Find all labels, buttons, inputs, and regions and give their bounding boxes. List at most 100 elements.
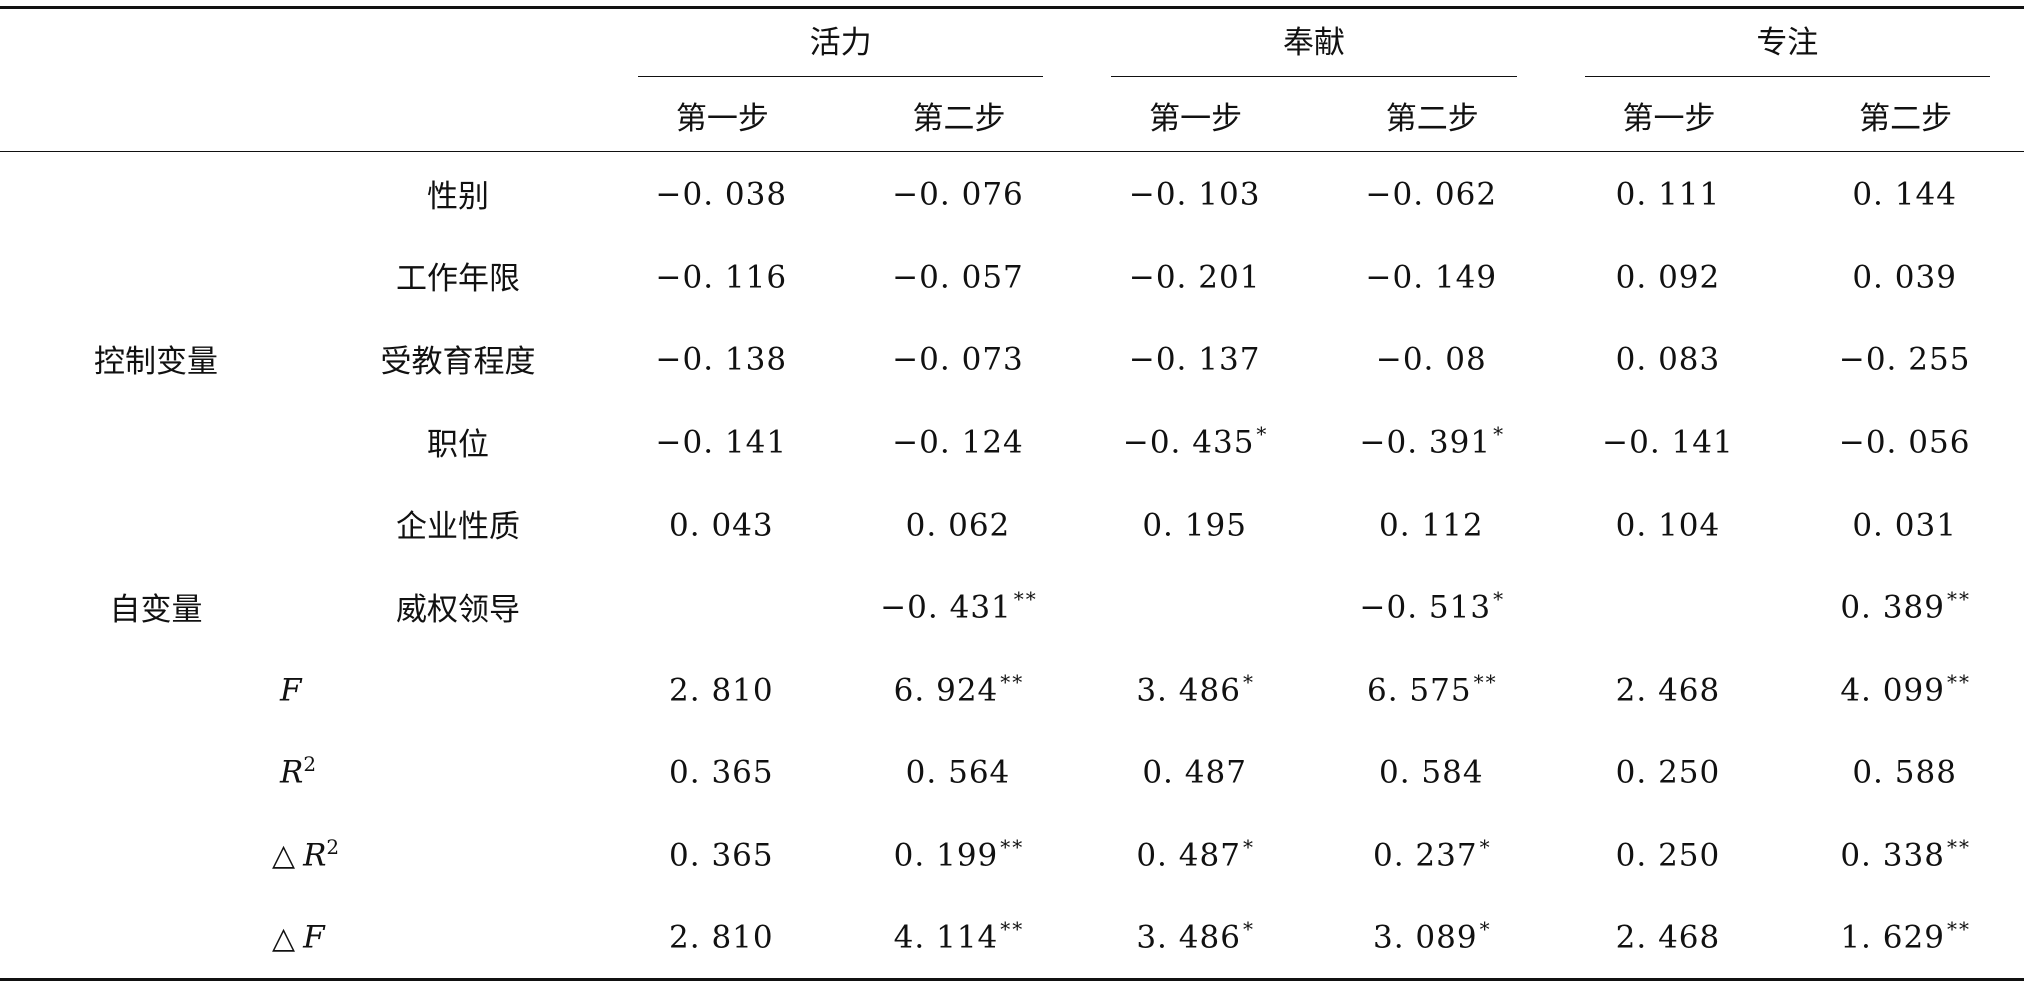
value-cell: 0. 031 xyxy=(1787,482,2024,565)
value-cell: −0. 391 * xyxy=(1314,400,1551,483)
coefficient-value: 6. 575 xyxy=(1366,672,1472,709)
significance-marker: ** xyxy=(1946,917,1971,942)
value-cell: 3. 486 * xyxy=(1077,895,1314,979)
table-row: 自变量 威权领导 −0. 431 ** −0. 513 * 0. 389 ** xyxy=(0,565,2024,648)
value-cell: 0. 111 xyxy=(1551,152,1788,235)
coefficient-value: −0. 076 xyxy=(892,176,1024,213)
value-cell: 6. 575 ** xyxy=(1314,648,1551,731)
coefficient-value: 3. 486 xyxy=(1136,919,1241,956)
significance-marker: * xyxy=(1256,421,1269,446)
value-cell: 0. 104 xyxy=(1551,482,1788,565)
table-row: 企业性质 0. 043 0. 062 0. 195 0. 112 0. 104 0. 031 xyxy=(0,482,2024,565)
statistic-symbol: R xyxy=(280,754,304,791)
coefficient-value: 0. 043 xyxy=(669,506,774,543)
delta-symbol: △ xyxy=(272,838,296,874)
coefficient-value: −0. 08 xyxy=(1375,341,1487,378)
value-cell: 1. 629 ** xyxy=(1787,895,2024,979)
coefficient-value: 0. 365 xyxy=(669,754,774,791)
significance-marker: * xyxy=(1479,834,1492,859)
significance-marker: ** xyxy=(1000,834,1025,859)
value-cell: 0. 487 * xyxy=(1077,813,1314,896)
value-cell: 2. 810 xyxy=(604,648,841,731)
coefficient-value: 0. 250 xyxy=(1615,754,1721,791)
value-cell xyxy=(1077,565,1314,648)
value-cell xyxy=(1551,565,1788,648)
step-header: 第二步 xyxy=(840,79,1078,152)
value-cell: 2. 468 xyxy=(1551,648,1788,731)
value-cell: 3. 089 * xyxy=(1314,895,1551,979)
delta-symbol: △ xyxy=(272,920,296,956)
coefficient-value: −0. 149 xyxy=(1365,259,1498,296)
value-cell: −0. 062 xyxy=(1314,152,1551,235)
statistic-label: R2 xyxy=(0,730,604,813)
coefficient-value: 0. 039 xyxy=(1852,259,1957,296)
header-blank xyxy=(0,79,312,152)
significance-marker: ** xyxy=(1946,834,1971,859)
value-cell: −0. 073 xyxy=(841,317,1078,400)
coefficient-value: −0. 057 xyxy=(892,259,1024,296)
coefficient-value: 2. 468 xyxy=(1615,919,1721,956)
coefficient-value: 0. 588 xyxy=(1852,754,1957,791)
coefficient-value: −0. 431 xyxy=(880,589,1012,626)
statistic-label: △ R2 xyxy=(0,813,604,896)
table-row: R2 0. 365 0. 564 0. 487 0. 584 0. 250 0. 588 xyxy=(0,730,2024,813)
coefficient-value: 0. 195 xyxy=(1142,506,1247,543)
coefficient-value: 0. 487 xyxy=(1136,837,1241,874)
coefficient-value: 0. 031 xyxy=(1852,506,1957,543)
table-row: F 2. 810 6. 924 ** 3. 486 * 6. 575 ** 2. 468 4. 0… xyxy=(0,648,2024,731)
coefficient-value: 0. 584 xyxy=(1378,754,1484,791)
value-cell: 6. 924 ** xyxy=(841,648,1078,731)
value-cell: 4. 114 ** xyxy=(841,895,1078,979)
value-cell: 2. 468 xyxy=(1551,895,1788,979)
value-cell: −0. 038 xyxy=(604,152,841,235)
coefficient-value: −0. 038 xyxy=(655,176,788,213)
statistic-symbol: F xyxy=(280,672,302,709)
significance-marker: ** xyxy=(1000,669,1025,694)
step-header: 第二步 xyxy=(1313,79,1551,152)
statistic-symbol: R xyxy=(303,837,327,874)
variable-label: 性别 xyxy=(427,178,489,215)
group-header-vigor: 活力 xyxy=(604,8,1077,80)
value-cell: −0. 201 xyxy=(1077,235,1314,318)
value-cell: −0. 149 xyxy=(1314,235,1551,318)
statistic-label: F xyxy=(0,648,604,731)
value-cell: −0. 141 xyxy=(604,400,841,483)
value-cell: −0. 124 xyxy=(841,400,1078,483)
group-header-dedication: 奉献 xyxy=(1077,8,1550,80)
value-cell: 3. 486 * xyxy=(1077,648,1314,731)
step-header: 第二步 xyxy=(1787,79,2024,152)
step-header: 第一步 xyxy=(604,79,841,152)
coefficient-value: 1. 629 xyxy=(1840,919,1945,956)
value-cell: 0. 237 * xyxy=(1314,813,1551,896)
variable-label: 受教育程度 xyxy=(380,343,536,380)
table-body: 控制变量 性别 −0. 038 −0. 076 −0. 103 −0. 062 0. 111… xyxy=(0,152,2024,980)
step-header: 第一步 xyxy=(1550,79,1788,152)
coefficient-value: −0. 141 xyxy=(655,424,788,461)
coefficient-value: 0. 250 xyxy=(1615,837,1721,874)
table-row: △ F 2. 810 4. 114 ** 3. 486 * 3. 089 * 2. 468 1. 6… xyxy=(0,895,2024,980)
value-cell: 4. 099 ** xyxy=(1787,648,2024,731)
coefficient-value: −0. 062 xyxy=(1365,176,1498,213)
value-cell: 0. 112 xyxy=(1314,482,1551,565)
value-cell: 0. 487 xyxy=(1077,730,1314,813)
coefficient-value: 4. 114 xyxy=(893,919,999,956)
coefficient-value: 4. 099 xyxy=(1840,672,1945,709)
statistic-label: △ F xyxy=(0,895,604,979)
value-cell: −0. 057 xyxy=(841,235,1078,318)
group-header-row: 活力 奉献 专注 xyxy=(0,7,2024,80)
significance-marker: * xyxy=(1242,669,1255,694)
variable-label: 威权领导 xyxy=(396,591,520,628)
significance-marker: * xyxy=(1479,917,1492,942)
coefficient-value: 0. 112 xyxy=(1378,506,1484,543)
coefficient-value: 0. 487 xyxy=(1142,754,1247,791)
variable-label: 工作年限 xyxy=(396,261,520,298)
value-cell: −0. 138 xyxy=(604,317,841,400)
table-row: 职位 −0. 141 −0. 124 −0. 435 * −0. 391 * −0. 141−… xyxy=(0,400,2024,483)
coefficient-value: 2. 810 xyxy=(669,919,774,956)
table-row: 受教育程度 −0. 138 −0. 073 −0. 137 −0. 08 0. 083 −0… xyxy=(0,317,2024,400)
table-row: △ R2 0. 365 0. 199 ** 0. 487 * 0. 237 * 0. 250 0. … xyxy=(0,813,2024,896)
significance-marker: ** xyxy=(1000,917,1025,942)
value-cell: 0. 092 xyxy=(1551,235,1788,318)
header-blank xyxy=(312,79,604,152)
value-cell: 0. 199 ** xyxy=(841,813,1078,896)
